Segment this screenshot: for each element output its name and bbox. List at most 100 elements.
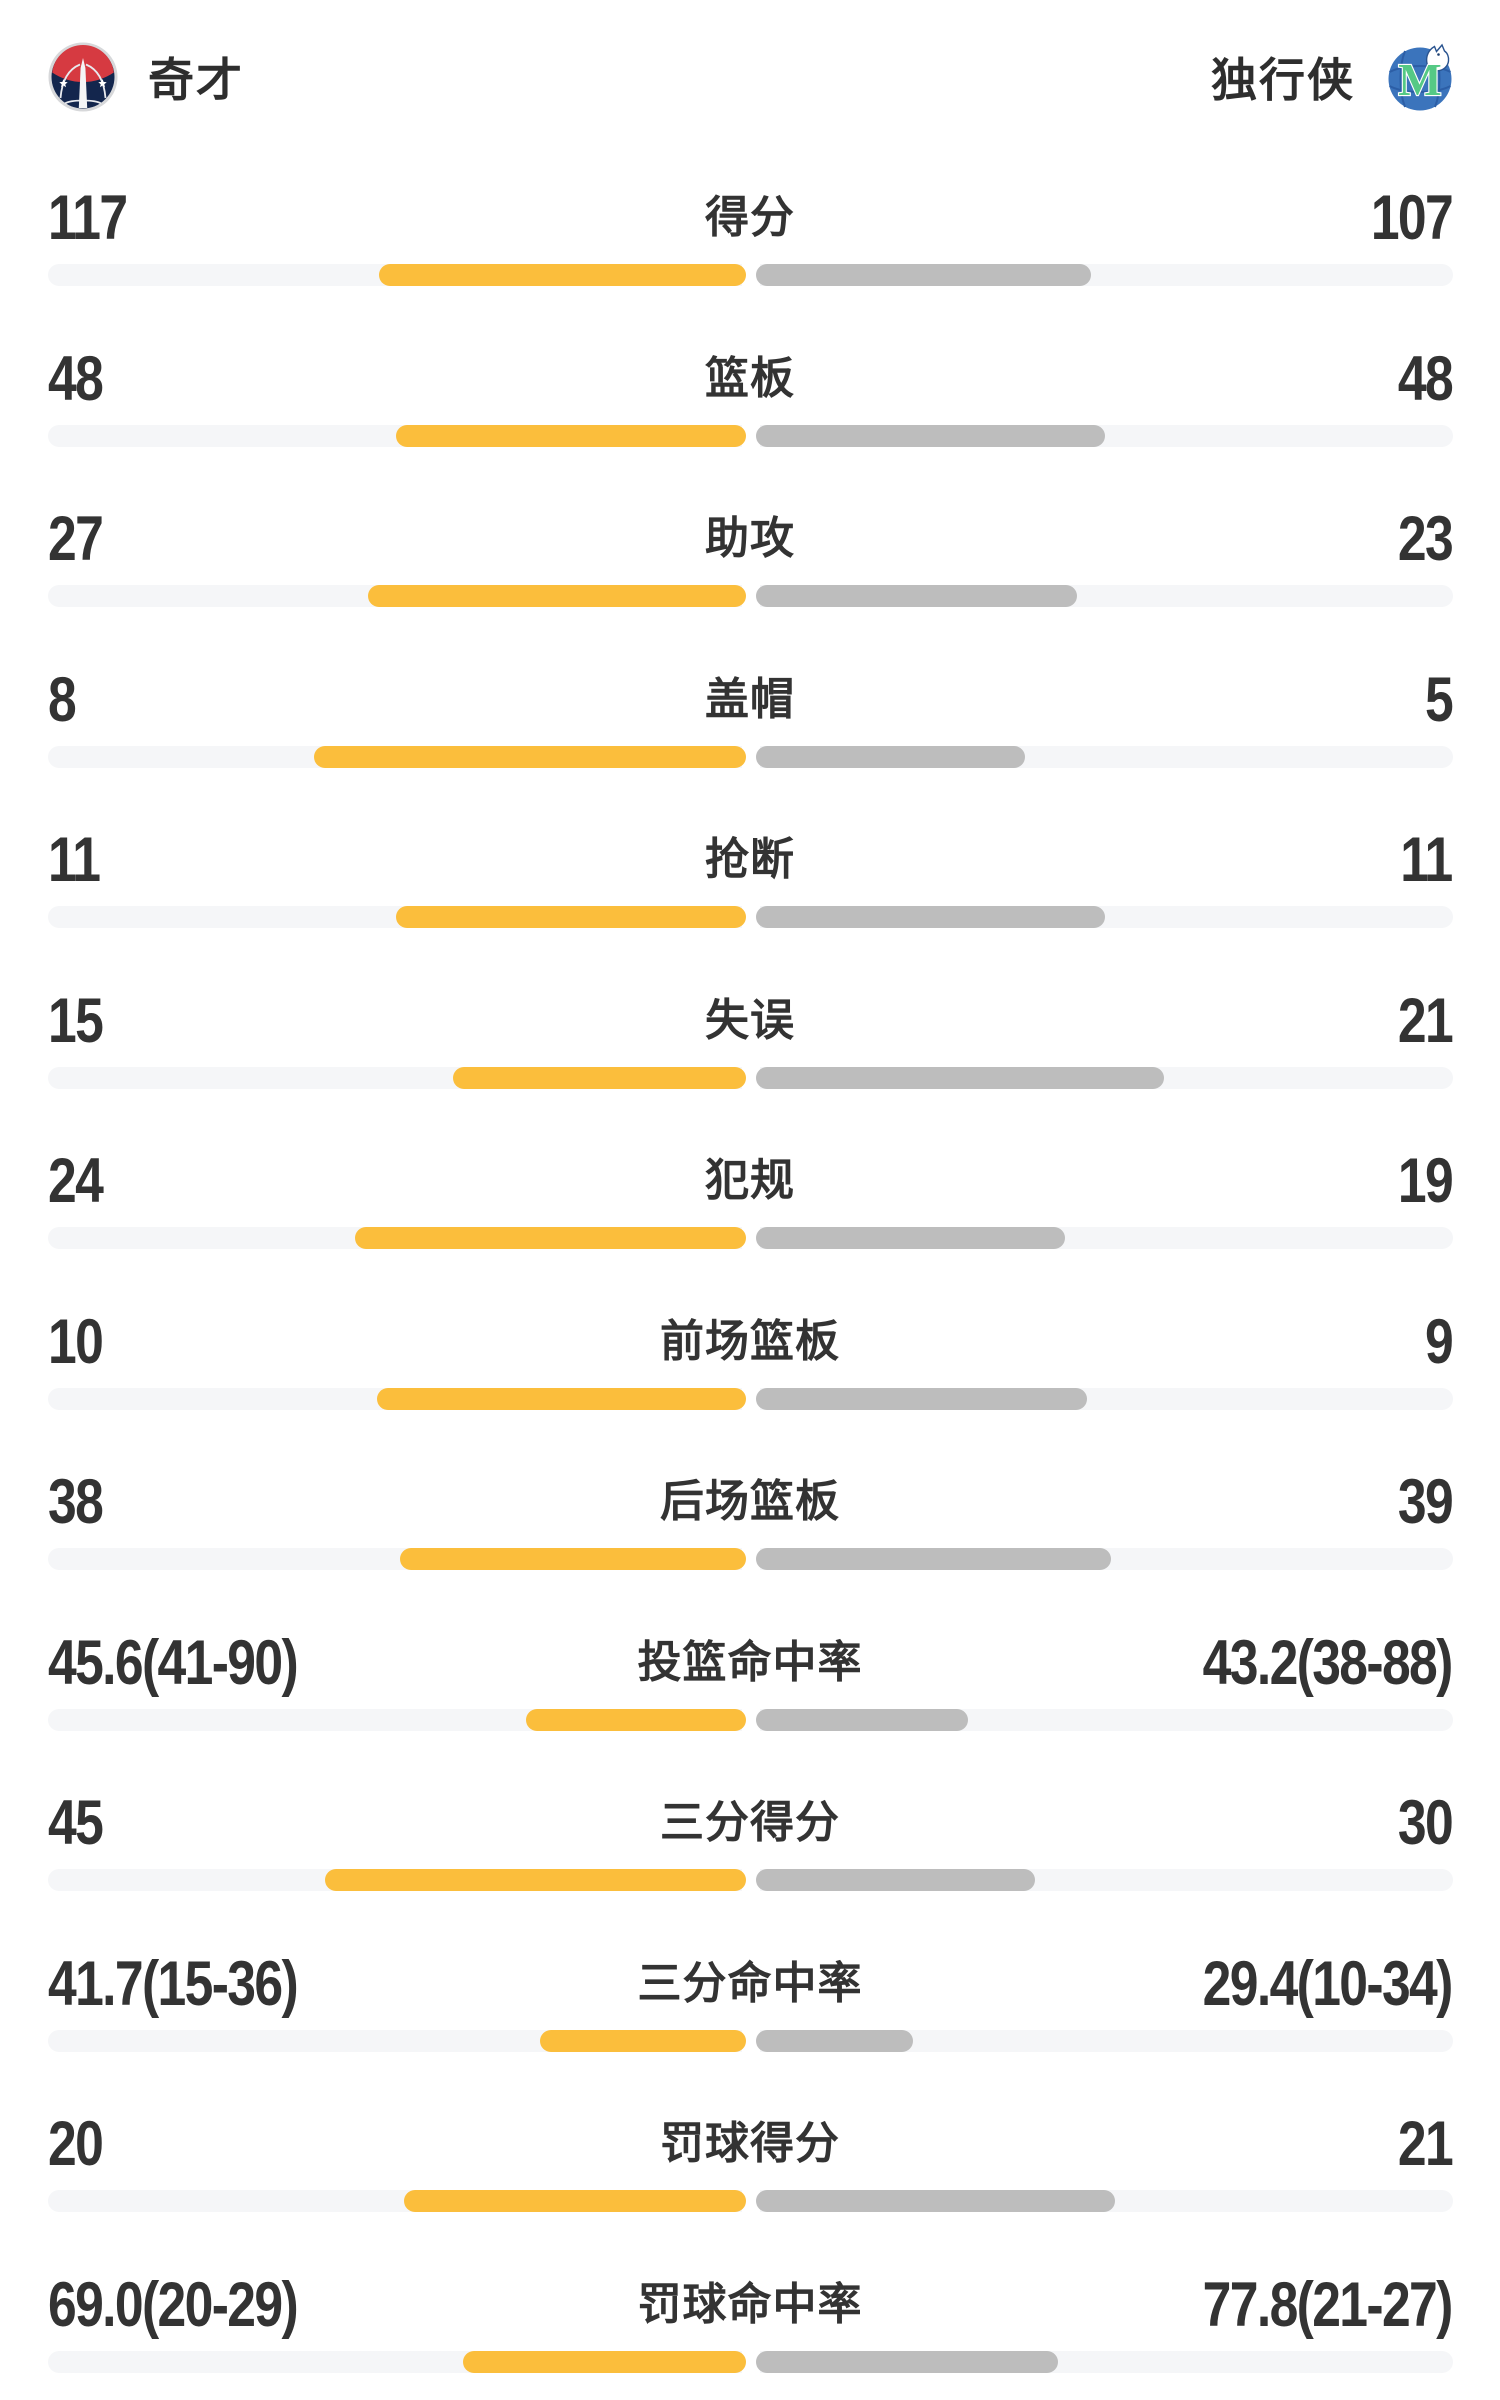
home-stat-bar — [354, 1227, 746, 1249]
away-stat-value: 29.4(10-34) — [1202, 1948, 1454, 2019]
stat-label: 失误 — [705, 995, 795, 1045]
away-stat-bar — [755, 585, 1078, 607]
home-stat-bar — [540, 2029, 746, 2052]
home-stat-value: 69.0(20-29) — [48, 2269, 299, 2340]
stats-rows: 117 得分 107 48 篮板 48 27 助攻 23 — [0, 140, 1500, 2387]
stat-bar-track — [48, 1066, 1453, 1089]
stat-row: 27 助攻 23 — [0, 461, 1500, 622]
home-stat-value: 8 — [48, 664, 77, 735]
stat-values-line: 69.0(20-29) 罚球命中率 77.8(21-27) — [48, 2269, 1454, 2341]
away-stat-bar — [755, 2190, 1116, 2212]
stat-label: 助攻 — [705, 514, 795, 563]
stat-row: 48 篮板 48 — [0, 301, 1500, 462]
stat-row: 24 犯规 19 — [0, 1103, 1500, 1264]
stat-label: 犯规 — [705, 1156, 795, 1205]
home-stat-bar — [404, 2190, 746, 2212]
away-stat-bar — [755, 424, 1106, 447]
stat-values-line: 45.6(41-90) 投篮命中率 43.2(38-88) — [48, 1627, 1454, 1699]
stat-label: 盖帽 — [705, 674, 795, 724]
home-stat-value: 15 — [48, 985, 104, 1056]
stat-values-line: 20 罚球得分 21 — [48, 2108, 1454, 2180]
stat-label: 篮板 — [705, 353, 795, 403]
stat-label: 投篮命中率 — [637, 1637, 863, 1687]
stat-row: 8 盖帽 5 — [0, 622, 1500, 783]
stat-bar-track — [48, 264, 1453, 286]
stat-bar-track — [48, 424, 1453, 447]
stat-row: 15 失误 21 — [0, 943, 1500, 1104]
away-stat-bar — [755, 1708, 968, 1731]
stat-row: 45.6(41-90) 投篮命中率 43.2(38-88) — [0, 1585, 1500, 1746]
stat-values-line: 41.7(15-36) 三分命中率 29.4(10-34) — [48, 1948, 1454, 2020]
stat-bar-track — [48, 2029, 1453, 2052]
away-stat-value: 11 — [1400, 825, 1454, 895]
stat-row: 11 抢断 11 — [0, 782, 1500, 943]
away-team: 独行侠 M — [1211, 42, 1455, 112]
stat-row: 10 前场篮板 9 — [0, 1264, 1500, 1425]
away-stat-value: 107 — [1370, 183, 1454, 253]
away-stat-bar — [755, 2350, 1058, 2373]
away-stat-value: 30 — [1397, 1788, 1454, 1858]
stat-values-line: 117 得分 107 — [48, 182, 1454, 254]
home-stat-bar — [453, 1066, 746, 1089]
home-stat-bar — [526, 1708, 746, 1731]
stat-label: 三分得分 — [660, 1798, 840, 1847]
away-stat-value: 5 — [1424, 664, 1454, 735]
away-stat-bar — [755, 1227, 1065, 1249]
home-stat-value: 117 — [48, 183, 128, 253]
home-stat-bar — [463, 2350, 746, 2373]
home-stat-value: 10 — [48, 1306, 104, 1377]
away-stat-value: 43.2(38-88) — [1202, 1627, 1454, 1698]
home-stat-bar — [314, 745, 746, 768]
stat-label: 抢断 — [705, 835, 795, 884]
stat-bar-track — [48, 585, 1453, 607]
home-stat-value: 20 — [48, 2109, 104, 2179]
home-stat-bar — [325, 1869, 746, 1891]
home-team-name: 奇才 — [148, 54, 244, 106]
home-stat-bar — [395, 424, 746, 447]
home-stat-value: 11 — [48, 825, 101, 895]
stat-values-line: 38 后场篮板 39 — [48, 1466, 1454, 1538]
stat-bar-track — [48, 1548, 1453, 1570]
wizards-logo-icon — [48, 42, 118, 112]
away-stat-bar — [755, 2029, 913, 2052]
home-stat-bar — [399, 1548, 746, 1570]
home-stat-value: 41.7(15-36) — [48, 1948, 299, 2019]
away-stat-value: 21 — [1397, 2109, 1454, 2179]
away-stat-value: 77.8(21-27) — [1202, 2269, 1454, 2340]
stat-label: 罚球命中率 — [637, 2279, 863, 2329]
stat-bar-track — [48, 1227, 1453, 1249]
stat-bar-track — [48, 1869, 1453, 1891]
home-team: 奇才 — [48, 42, 244, 112]
stat-bar-track — [48, 906, 1453, 928]
stat-values-line: 11 抢断 11 — [48, 824, 1454, 896]
teams-header: 奇才 独行侠 M — [0, 0, 1500, 112]
away-stat-value: 21 — [1397, 985, 1454, 1056]
stat-row: 45 三分得分 30 — [0, 1745, 1500, 1906]
away-team-name: 独行侠 — [1211, 54, 1355, 106]
stat-bar-track — [48, 2190, 1453, 2212]
stat-bar-track — [48, 1387, 1453, 1410]
svg-text:M: M — [1398, 54, 1441, 105]
away-stat-bar — [755, 906, 1106, 928]
away-stat-value: 9 — [1424, 1306, 1454, 1377]
away-stat-value: 23 — [1397, 504, 1454, 574]
stat-row: 38 后场篮板 39 — [0, 1424, 1500, 1585]
home-stat-bar — [378, 264, 746, 286]
away-stat-bar — [755, 1548, 1111, 1570]
stat-values-line: 15 失误 21 — [48, 985, 1454, 1057]
stat-values-line: 27 助攻 23 — [48, 503, 1454, 575]
home-stat-value: 38 — [48, 1467, 104, 1537]
stat-label: 前场篮板 — [660, 1316, 840, 1366]
away-stat-value: 19 — [1397, 1146, 1454, 1216]
stat-row: 69.0(20-29) 罚球命中率 77.8(21-27) — [0, 2227, 1500, 2388]
stat-label: 三分命中率 — [637, 1958, 863, 2008]
stat-row: 20 罚球得分 21 — [0, 2066, 1500, 2227]
stat-values-line: 8 盖帽 5 — [48, 664, 1454, 736]
stat-row: 41.7(15-36) 三分命中率 29.4(10-34) — [0, 1906, 1500, 2067]
stat-row: 117 得分 107 — [0, 140, 1500, 301]
home-stat-value: 48 — [48, 343, 104, 414]
stat-values-line: 10 前场篮板 9 — [48, 1306, 1454, 1378]
stat-bar-track — [48, 2350, 1453, 2373]
away-stat-value: 39 — [1397, 1467, 1454, 1537]
home-stat-value: 27 — [48, 504, 104, 574]
